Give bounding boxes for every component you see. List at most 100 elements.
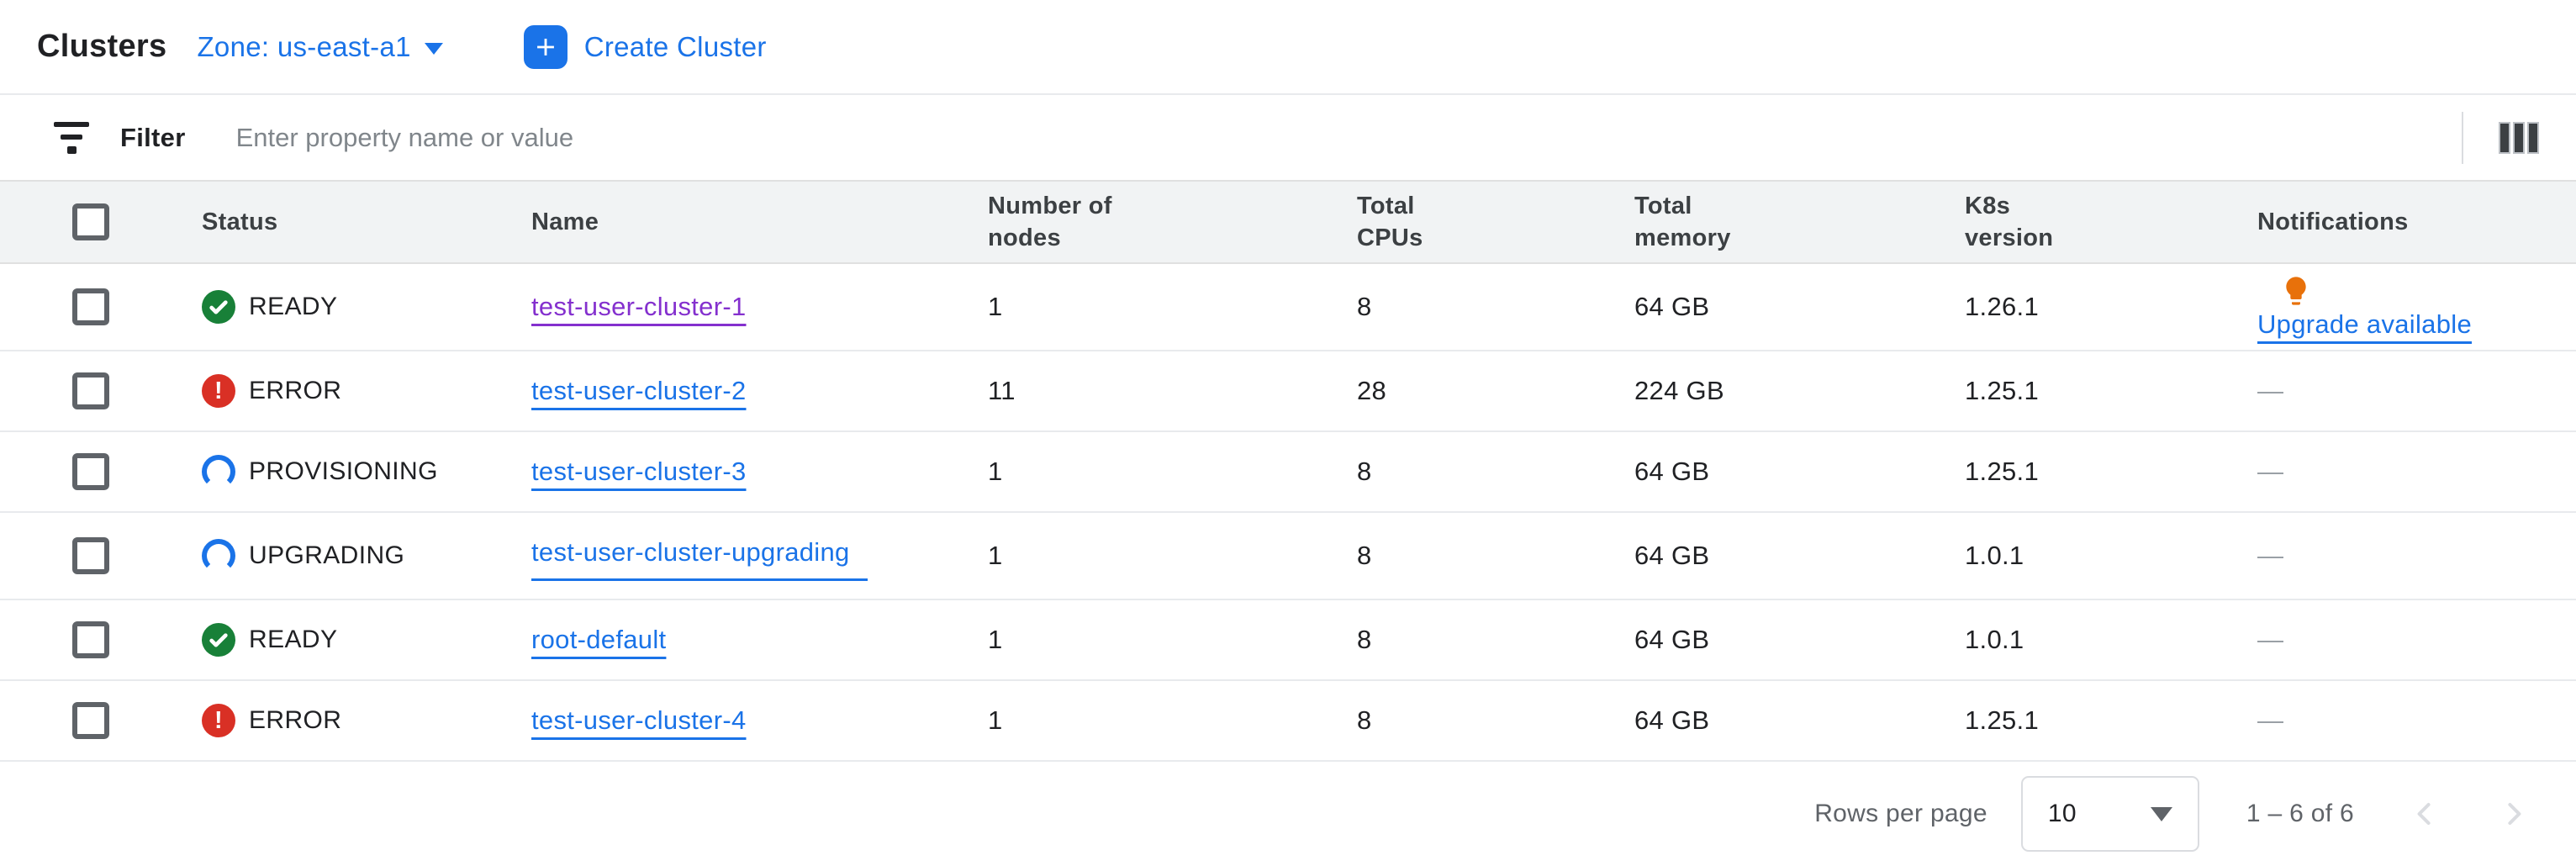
cpus-cell: 8 [1357, 457, 1634, 487]
checkbox-cell [0, 537, 202, 574]
memory-value: 224 GB [1634, 376, 1724, 405]
column-header-memory: Total memory [1634, 190, 1965, 254]
status-cell: UPGRADING [202, 539, 531, 573]
k8s-version-cell: 1.26.1 [1965, 292, 2257, 322]
table-header-row: Status Name Number of nodes Total CPUs T… [0, 180, 2576, 264]
plus-icon [523, 24, 567, 69]
cpus-value: 8 [1357, 625, 1372, 654]
cpus-cell: 8 [1357, 541, 1634, 571]
row-checkbox[interactable] [72, 372, 109, 409]
nodes-cell: 1 [988, 541, 1357, 571]
name-cell: test-user-cluster-4 [531, 705, 988, 736]
row-checkbox[interactable] [72, 702, 109, 739]
previous-page-button[interactable] [2406, 795, 2443, 832]
column-header-label: Notifications [2257, 209, 2409, 235]
spinner-icon [202, 539, 235, 573]
nodes-value: 1 [988, 292, 1003, 321]
cluster-name-link[interactable]: test-user-cluster-4 [531, 705, 747, 735]
row-checkbox[interactable] [72, 288, 109, 325]
cpus-value: 28 [1357, 376, 1387, 405]
page-header: Clusters Zone: us-east-a1 Create Cluster [0, 0, 2576, 95]
table-row: ERROR test-user-cluster-4 1 8 64 GB 1.25… [0, 681, 2576, 762]
memory-value: 64 GB [1634, 705, 1710, 735]
pagination-bar: Rows per page 10 1 – 6 of 6 [0, 762, 2576, 866]
nodes-cell: 1 [988, 625, 1357, 655]
cluster-name-link[interactable]: test-user-cluster-3 [531, 457, 747, 486]
create-cluster-label: Create Cluster [583, 30, 767, 62]
column-header-name: Name [531, 206, 988, 238]
header-checkbox-cell [0, 203, 202, 240]
cpus-value: 8 [1357, 541, 1372, 570]
row-checkbox[interactable] [72, 621, 109, 658]
cluster-name-link[interactable]: test-user-cluster-1 [531, 292, 747, 321]
column-header-label: Total CPUs [1357, 193, 1423, 251]
divider [2462, 111, 2463, 164]
view-columns-icon[interactable] [2499, 121, 2539, 154]
name-cell: root-default [531, 625, 988, 655]
empty-notification-dash: — [2257, 457, 2284, 486]
nodes-cell: 1 [988, 457, 1357, 487]
memory-value: 64 GB [1634, 625, 1710, 654]
memory-value: 64 GB [1634, 457, 1710, 486]
upgrade-available-link[interactable]: Upgrade available [2257, 309, 2472, 339]
memory-value: 64 GB [1634, 292, 1710, 321]
checkbox-cell [0, 453, 202, 490]
nodes-cell: 1 [988, 705, 1357, 736]
lightbulb-icon [2279, 274, 2313, 309]
name-cell: test-user-cluster-2 [531, 376, 988, 406]
create-cluster-button[interactable]: Create Cluster [523, 24, 767, 69]
filter-bar: Filter [0, 95, 2576, 180]
select-all-checkbox[interactable] [72, 203, 109, 240]
memory-cell: 224 GB [1634, 376, 1965, 406]
next-page-button[interactable] [2495, 795, 2532, 832]
rows-per-page-select[interactable]: 10 [2020, 776, 2199, 852]
memory-cell: 64 GB [1634, 705, 1965, 736]
check-circle-icon [202, 290, 235, 324]
checkbox-cell [0, 372, 202, 409]
status-label: ERROR [249, 706, 342, 734]
column-header-label: K8s version [1965, 193, 2054, 251]
column-header-k8s-version: K8s version [1965, 190, 2257, 254]
status-cell: PROVISIONING [202, 455, 531, 488]
memory-cell: 64 GB [1634, 292, 1965, 322]
nodes-value: 11 [988, 376, 1016, 405]
filter-input[interactable] [235, 122, 2462, 153]
filter-list-icon [53, 121, 90, 154]
chevron-left-icon [2417, 802, 2431, 826]
column-header-label: Number of nodes [988, 193, 1112, 251]
filter-label: Filter [120, 122, 186, 152]
status-label: PROVISIONING [249, 457, 438, 485]
check-circle-icon [202, 623, 235, 657]
cpus-value: 8 [1357, 457, 1372, 486]
k8s-version-value: 1.25.1 [1965, 705, 2039, 735]
empty-notification-dash: — [2257, 705, 2284, 735]
table-row: UPGRADING test-user-cluster-upgrading 1 … [0, 513, 2576, 600]
notifications-cell: — [2257, 541, 2576, 571]
status-label: ERROR [249, 377, 342, 404]
memory-cell: 64 GB [1634, 457, 1965, 487]
nodes-value: 1 [988, 705, 1003, 735]
notifications-cell: Upgrade available [2257, 274, 2576, 340]
row-checkbox[interactable] [72, 453, 109, 490]
k8s-version-cell: 1.25.1 [1965, 376, 2257, 406]
column-header-status: Status [202, 206, 531, 238]
zone-selector-label: Zone: us-east-a1 [197, 30, 411, 62]
row-checkbox[interactable] [72, 537, 109, 574]
page-range-label: 1 – 6 of 6 [2246, 800, 2354, 827]
notifications-cell: — [2257, 625, 2576, 655]
cluster-name-link[interactable]: test-user-cluster-2 [531, 376, 747, 405]
zone-selector[interactable]: Zone: us-east-a1 [197, 30, 443, 63]
checkbox-cell [0, 288, 202, 325]
notifications-cell: — [2257, 457, 2576, 487]
column-header-nodes: Number of nodes [988, 190, 1357, 254]
cluster-name-link[interactable]: test-user-cluster-upgrading [531, 531, 868, 581]
page-title: Clusters [37, 29, 167, 64]
k8s-version-value: 1.25.1 [1965, 376, 2039, 405]
status-cell: READY [202, 623, 531, 657]
nodes-value: 1 [988, 625, 1003, 654]
cpus-cell: 8 [1357, 292, 1634, 322]
k8s-version-value: 1.0.1 [1965, 541, 2024, 570]
cluster-name-link[interactable]: root-default [531, 625, 667, 654]
chevron-right-icon [2508, 802, 2521, 826]
